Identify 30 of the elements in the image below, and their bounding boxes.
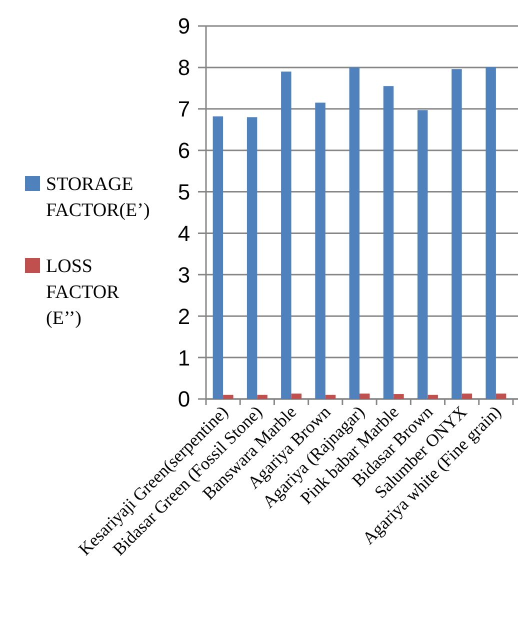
bar bbox=[315, 102, 326, 399]
y-tick-label: 7 bbox=[178, 96, 190, 122]
legend-label: LOSS FACTOR (E’’) bbox=[46, 256, 120, 329]
y-tick-label: 9 bbox=[178, 14, 190, 39]
bar bbox=[383, 86, 394, 399]
bar bbox=[212, 116, 224, 399]
y-tick-label: 2 bbox=[178, 304, 190, 329]
y-tick-label: 0 bbox=[178, 386, 190, 412]
bar bbox=[462, 394, 472, 399]
bar bbox=[257, 394, 268, 399]
bar bbox=[360, 394, 370, 399]
bar bbox=[325, 394, 336, 399]
bar bbox=[496, 394, 506, 399]
bar bbox=[452, 69, 462, 399]
y-tick-label: 1 bbox=[178, 345, 190, 370]
y-tick-label: 8 bbox=[178, 55, 190, 80]
bar bbox=[486, 67, 496, 399]
bar bbox=[417, 110, 428, 399]
legend-label: STORAGE FACTOR(E’) bbox=[46, 174, 150, 221]
bar bbox=[291, 394, 302, 399]
bar bbox=[394, 394, 404, 399]
bar bbox=[349, 67, 360, 399]
y-tick-label: 6 bbox=[178, 138, 190, 164]
bar bbox=[223, 394, 234, 399]
bar bbox=[428, 394, 438, 399]
y-tick-label: 4 bbox=[178, 220, 190, 246]
bar bbox=[281, 72, 292, 399]
bar bbox=[246, 117, 258, 399]
y-tick-label: 3 bbox=[178, 262, 190, 288]
y-tick-label: 5 bbox=[178, 179, 190, 204]
